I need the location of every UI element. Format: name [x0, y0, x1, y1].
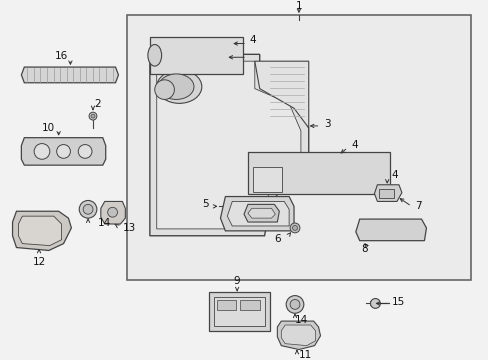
- Polygon shape: [220, 197, 293, 231]
- Ellipse shape: [156, 70, 202, 103]
- Text: 1: 1: [295, 1, 302, 11]
- Text: 9: 9: [233, 276, 240, 286]
- Bar: [213, 297, 264, 326]
- Polygon shape: [149, 54, 308, 236]
- Text: 2: 2: [94, 99, 101, 109]
- Polygon shape: [374, 185, 401, 202]
- Polygon shape: [277, 321, 320, 350]
- Text: 15: 15: [391, 297, 405, 307]
- Text: 4: 4: [249, 35, 256, 45]
- Text: 3: 3: [324, 119, 330, 129]
- Text: 13: 13: [122, 223, 135, 233]
- Circle shape: [285, 296, 303, 313]
- Polygon shape: [21, 138, 105, 165]
- Polygon shape: [247, 208, 275, 218]
- Polygon shape: [281, 325, 315, 346]
- Text: 4: 4: [390, 170, 397, 180]
- Circle shape: [292, 225, 297, 230]
- Text: 4: 4: [351, 140, 358, 149]
- Polygon shape: [254, 61, 308, 128]
- Circle shape: [78, 145, 92, 158]
- Ellipse shape: [159, 74, 194, 99]
- Bar: [379, 189, 393, 198]
- Text: 11: 11: [298, 350, 311, 360]
- Circle shape: [89, 112, 97, 120]
- Ellipse shape: [147, 45, 162, 66]
- Text: 5: 5: [202, 199, 208, 210]
- Circle shape: [57, 145, 70, 158]
- Circle shape: [79, 201, 97, 218]
- Polygon shape: [19, 216, 61, 246]
- Bar: [252, 167, 282, 192]
- Text: 14: 14: [98, 218, 111, 228]
- Circle shape: [370, 298, 380, 309]
- Text: 12: 12: [32, 257, 45, 267]
- Polygon shape: [101, 202, 125, 224]
- Polygon shape: [244, 204, 279, 222]
- Text: 7: 7: [414, 201, 421, 211]
- Circle shape: [34, 144, 50, 159]
- Circle shape: [83, 204, 93, 214]
- Text: 16: 16: [55, 51, 68, 61]
- Circle shape: [107, 207, 117, 217]
- Bar: [127, 15, 469, 280]
- Text: 14: 14: [294, 315, 307, 325]
- Circle shape: [91, 114, 95, 118]
- Bar: [149, 37, 243, 74]
- Text: 8: 8: [361, 244, 367, 255]
- Circle shape: [289, 300, 299, 309]
- Polygon shape: [13, 211, 71, 251]
- Bar: [208, 292, 269, 331]
- Text: 10: 10: [42, 123, 55, 133]
- Polygon shape: [355, 219, 426, 241]
- Bar: [247, 152, 389, 194]
- Polygon shape: [21, 67, 118, 83]
- Polygon shape: [156, 61, 300, 229]
- Bar: [240, 301, 259, 310]
- Polygon shape: [227, 202, 288, 226]
- Text: 6: 6: [274, 234, 281, 244]
- Bar: [216, 301, 236, 310]
- Circle shape: [289, 223, 299, 233]
- Circle shape: [154, 80, 174, 99]
